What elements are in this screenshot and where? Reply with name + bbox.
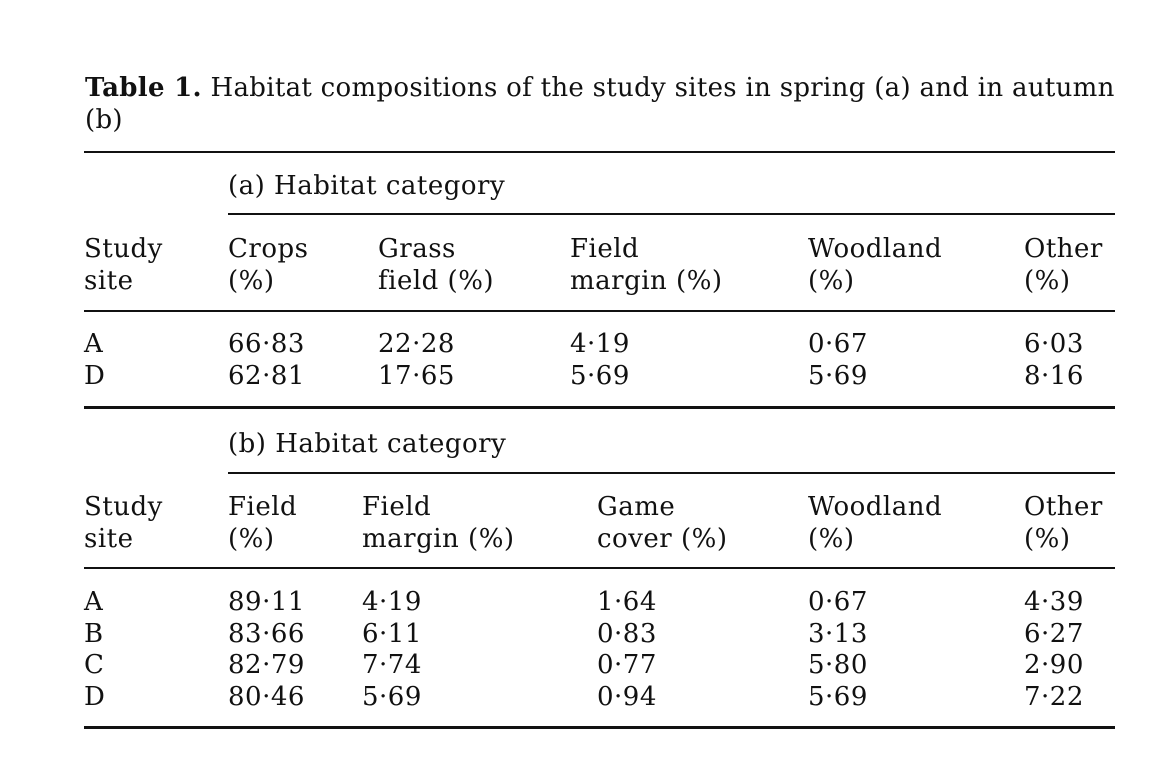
panel_a-table-cell: 17·65 [378, 361, 455, 391]
panel_a-header-rule [84, 310, 1115, 312]
panel_a-column-header: Grass [378, 234, 456, 264]
panel_a-column-header: site [84, 266, 134, 296]
panel_b-table-cell: 6·27 [1024, 618, 1084, 649]
panel_b-column-header: site [84, 524, 134, 554]
panel_b-table-cell: 89·11 [228, 587, 305, 617]
panel_b-column-header: Field [362, 492, 432, 522]
panel_b-row-site: C [84, 650, 105, 681]
panel_b-table-cell: 0·77 [597, 650, 657, 681]
panel_b-table-cell: 83·66 [228, 618, 305, 649]
panel_a-group-heading: (a) Habitat category [228, 171, 506, 201]
table-bottom-rule [84, 726, 1115, 729]
panel_a-table-cell: 22·28 [378, 329, 455, 359]
table-caption-label: Table 1. [85, 73, 202, 103]
table-caption-text: Habitat compositions of the study sites … [85, 73, 1115, 135]
panel_a-table-cell: 0·67 [808, 329, 868, 359]
panel_b-column-header: Study [84, 492, 163, 522]
panel_b-header-rule [84, 567, 1115, 569]
panel_b-row-site: A [84, 587, 104, 617]
panel_b-table-cell: 0·83 [597, 618, 657, 649]
panel_a-row-site: D [84, 361, 106, 391]
panel_b-table-cell: 3·13 [808, 618, 868, 649]
panel_b-table-cell: 7·22 [1024, 682, 1084, 713]
panel_a-column-header: Woodland [808, 234, 943, 264]
panel_b-column-header: Woodland [808, 492, 943, 522]
panel_b-table-cell: 2·90 [1024, 650, 1084, 681]
panel_b-row-site: B [84, 618, 104, 649]
panel_b-column-header: (%) [808, 524, 855, 554]
panel_a-column-header: margin (%) [570, 266, 723, 296]
panel_a-column-header: Study [84, 234, 163, 264]
panel_b-column-header: Other [1024, 492, 1103, 522]
panel_b-top-rule [84, 406, 1115, 409]
panel_b-table-cell: 4·19 [362, 587, 422, 617]
panel_a-column-header: (%) [1024, 266, 1071, 296]
panel_b-row-site: D [84, 682, 106, 713]
panel_b-table-cell: 82·79 [228, 650, 305, 681]
panel_a-top-rule [84, 151, 1115, 153]
panel_b-column-header: cover (%) [597, 524, 728, 554]
panel_a-table-cell: 6·03 [1024, 329, 1084, 359]
panel_b-column-header: margin (%) [362, 524, 515, 554]
panel_a-column-header: field (%) [378, 266, 495, 296]
panel_a-column-header: (%) [228, 266, 275, 296]
panel_a-table-cell: 62·81 [228, 361, 305, 391]
panel_a-table-cell: 4·19 [570, 329, 630, 359]
panel_a-table-cell: 8·16 [1024, 361, 1084, 391]
panel_b-column-header: (%) [228, 524, 275, 554]
panel_b-table-cell: 80·46 [228, 682, 305, 713]
panel_a-table-cell: 5·69 [570, 361, 630, 391]
panel_b-table-cell: 5·69 [362, 682, 422, 713]
table-caption: Table 1. Habitat compositions of the stu… [85, 72, 1125, 136]
panel_a-column-header: Crops [228, 234, 309, 264]
panel_a-row-site: A [84, 329, 104, 359]
panel_b-column-header: Field [228, 492, 298, 522]
panel_b-table-cell: 4·39 [1024, 587, 1084, 617]
panel_a-table-cell: 5·69 [808, 361, 868, 391]
panel_b-column-header: Game [597, 492, 676, 522]
panel_a-column-header: Other [1024, 234, 1103, 264]
panel_b-group-heading: (b) Habitat category [228, 429, 507, 459]
panel_b-table-cell: 6·11 [362, 618, 422, 649]
panel_b-table-cell: 1·64 [597, 587, 657, 617]
panel_b-table-cell: 0·94 [597, 682, 657, 713]
panel_b-table-cell: 5·80 [808, 650, 868, 681]
panel_a-column-header: Field [570, 234, 640, 264]
panel_b-column-header: (%) [1024, 524, 1071, 554]
panel_a-table-cell: 66·83 [228, 329, 305, 359]
panel_b-table-cell: 7·74 [362, 650, 422, 681]
panel_a-column-header: (%) [808, 266, 855, 296]
panel_b-category-rule [228, 472, 1115, 474]
panel_a-category-rule [228, 213, 1115, 215]
panel_b-table-cell: 0·67 [808, 587, 868, 617]
panel_b-table-cell: 5·69 [808, 682, 868, 713]
